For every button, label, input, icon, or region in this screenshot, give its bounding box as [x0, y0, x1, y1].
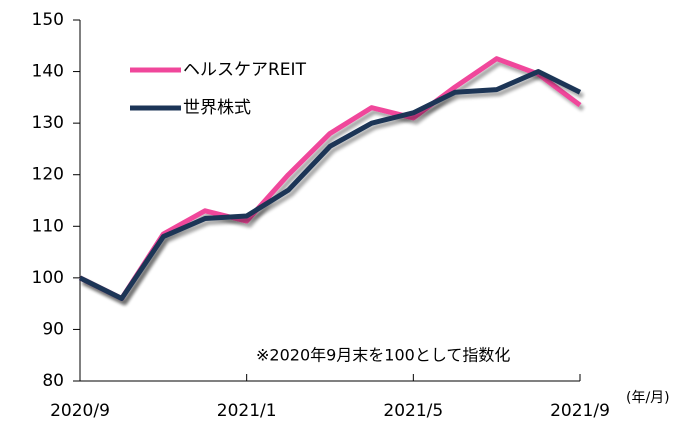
y-tick-label: 140 [32, 62, 64, 82]
y-tick-label: 130 [32, 113, 64, 133]
x-tick-label: 2020/9 [50, 401, 110, 421]
series-line [78, 69, 582, 301]
x-tick-label: 2021/1 [217, 401, 277, 421]
y-tick-label: 100 [32, 268, 64, 288]
y-tick-label: 110 [32, 216, 64, 236]
y-tick-label: 80 [42, 371, 64, 391]
legend-label: ヘルスケアREIT [183, 60, 307, 80]
x-tick-label: 2021/9 [550, 401, 610, 421]
y-tick-label: 90 [42, 319, 64, 339]
x-tick-label: 2021/5 [383, 401, 443, 421]
y-tick-label: 150 [32, 10, 64, 30]
x-unit-label: (年/月) [626, 390, 670, 406]
legend-label: 世界株式 [183, 98, 251, 118]
y-tick-label: 120 [32, 165, 64, 185]
series-line [78, 56, 582, 301]
annotation: ※2020年9月末を100として指数化 [256, 346, 510, 365]
